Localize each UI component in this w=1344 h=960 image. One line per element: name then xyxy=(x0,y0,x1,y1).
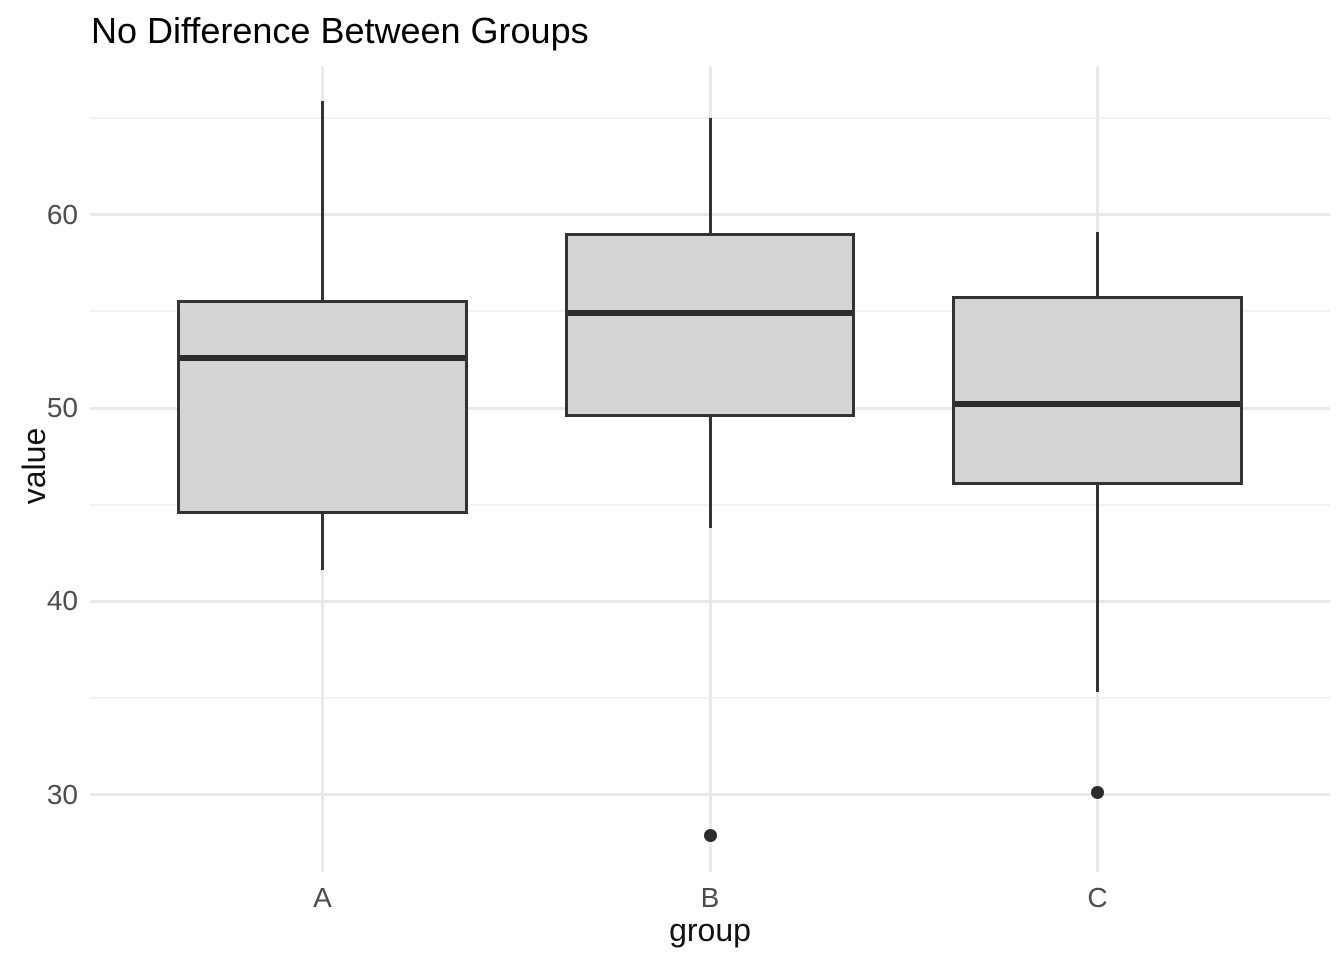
outlier-point xyxy=(1091,786,1104,800)
outlier-point xyxy=(703,828,717,842)
x-tick-label: C xyxy=(1087,882,1108,913)
box xyxy=(177,300,468,514)
box xyxy=(952,296,1243,485)
whisker-upper xyxy=(708,118,712,235)
y-tick-label: 40 xyxy=(46,585,78,617)
whisker-lower xyxy=(321,512,324,571)
whisker-upper xyxy=(321,100,324,302)
x-tick-label: B xyxy=(700,882,720,913)
median-line xyxy=(955,401,1240,408)
x-tick-label: A xyxy=(313,882,332,913)
y-tick-label: 30 xyxy=(46,778,78,810)
chart-title: No Difference Between Groups xyxy=(91,10,589,51)
whisker-lower xyxy=(1096,483,1099,693)
whisker-lower xyxy=(708,415,712,528)
median-line xyxy=(567,310,853,317)
y-tick-label: 60 xyxy=(46,198,78,230)
box xyxy=(564,232,856,418)
y-tick-label: 50 xyxy=(46,392,78,424)
whisker-upper xyxy=(1096,232,1099,298)
median-line xyxy=(180,354,465,361)
x-axis-title: group xyxy=(669,912,751,948)
